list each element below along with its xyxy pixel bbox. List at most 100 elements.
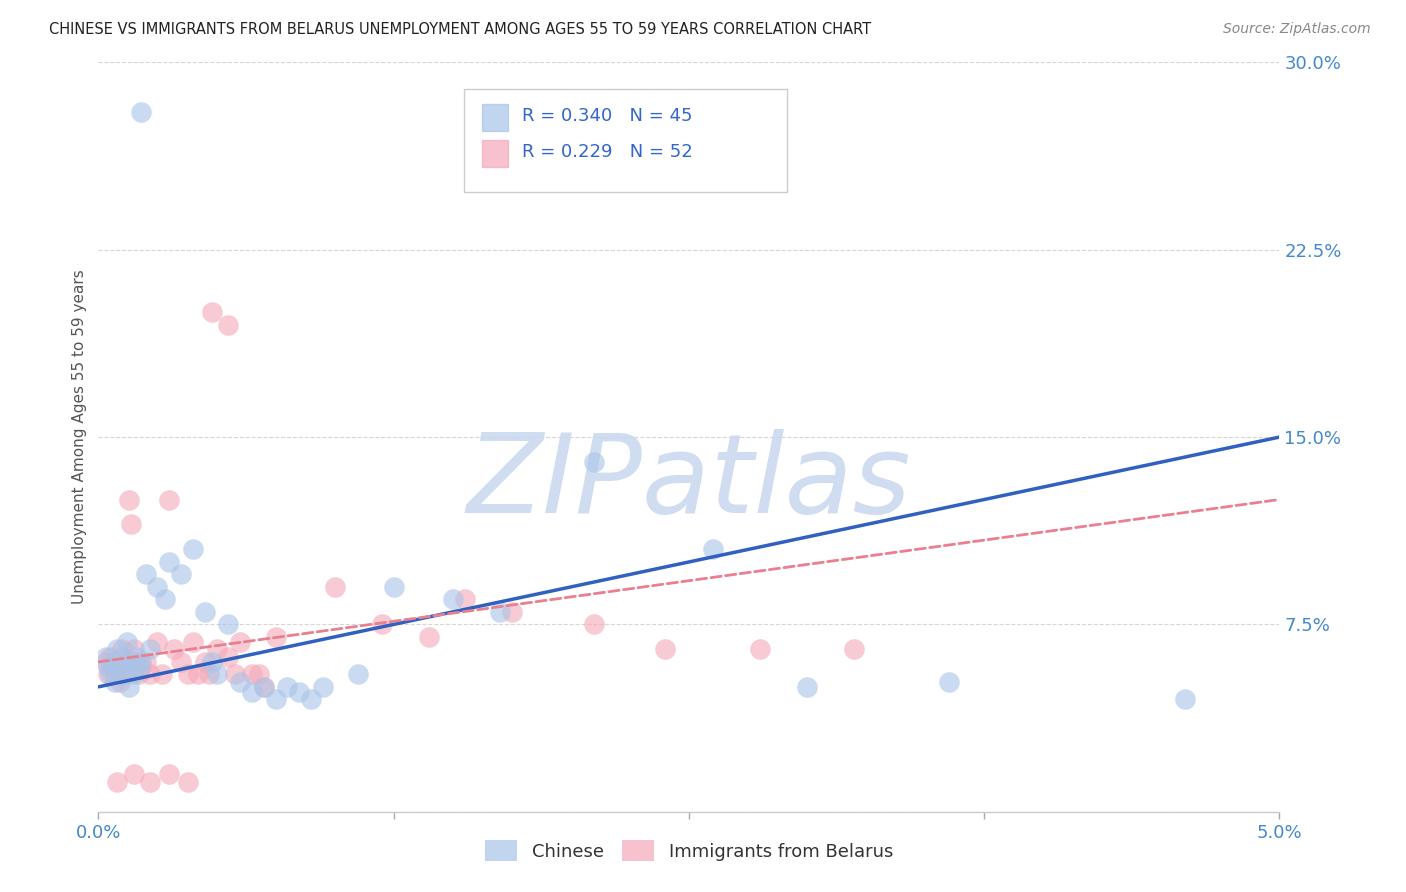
Point	[97, 660, 120, 674]
Point	[111, 649, 134, 664]
Point	[323, 580, 346, 594]
Point	[229, 674, 252, 689]
Point	[276, 680, 298, 694]
Point	[844, 642, 866, 657]
Text: CHINESE VS IMMIGRANTS FROM BELARUS UNEMPLOYMENT AMONG AGES 55 TO 59 YEARS CORREL: CHINESE VS IMMIGRANTS FROM BELARUS UNEMP…	[49, 22, 872, 37]
Point	[217, 649, 239, 664]
Point	[97, 667, 120, 681]
Point	[122, 767, 145, 781]
Point	[108, 674, 131, 689]
Point	[112, 667, 135, 681]
Point	[382, 580, 405, 594]
Point	[146, 580, 169, 594]
Point	[101, 660, 124, 674]
Point	[938, 674, 960, 689]
Point	[129, 660, 152, 674]
Point	[453, 592, 475, 607]
Point	[201, 655, 224, 669]
Point	[94, 655, 117, 669]
Legend: Chinese, Immigrants from Belarus: Chinese, Immigrants from Belarus	[475, 831, 903, 870]
Point	[121, 655, 143, 669]
Point	[253, 680, 276, 694]
Point	[111, 642, 134, 657]
Point	[654, 642, 676, 657]
Point	[170, 567, 193, 582]
Point	[125, 649, 148, 664]
Point	[135, 655, 157, 669]
Point	[299, 692, 322, 706]
Point	[347, 667, 370, 681]
Point	[135, 567, 157, 582]
Point	[125, 655, 148, 669]
Point	[583, 455, 606, 469]
Point	[288, 685, 311, 699]
Point	[115, 635, 138, 649]
Point	[128, 667, 150, 681]
Point	[489, 605, 512, 619]
Text: ZIPatlas: ZIPatlas	[467, 428, 911, 535]
Point	[1174, 692, 1197, 706]
Point	[150, 667, 173, 681]
Point	[121, 517, 143, 532]
Y-axis label: Unemployment Among Ages 55 to 59 years: Unemployment Among Ages 55 to 59 years	[72, 269, 87, 605]
Point	[240, 667, 263, 681]
Point	[224, 667, 246, 681]
Point	[94, 649, 117, 664]
Point	[418, 630, 440, 644]
Point	[247, 667, 270, 681]
Point	[229, 635, 252, 649]
Point	[98, 667, 121, 681]
Point	[139, 667, 162, 681]
Text: R = 0.229   N = 52: R = 0.229 N = 52	[522, 143, 692, 161]
Point	[104, 667, 127, 681]
Point	[157, 492, 180, 507]
Point	[748, 642, 770, 657]
Point	[181, 635, 204, 649]
Point	[105, 655, 128, 669]
Point	[253, 680, 276, 694]
Text: Source: ZipAtlas.com: Source: ZipAtlas.com	[1223, 22, 1371, 37]
Point	[441, 592, 464, 607]
Point	[105, 642, 128, 657]
Point	[157, 555, 180, 569]
Point	[198, 667, 221, 681]
Point	[129, 105, 152, 120]
Point	[194, 605, 217, 619]
Point	[187, 667, 209, 681]
Point	[98, 649, 121, 664]
Point	[702, 542, 724, 557]
Point	[146, 635, 169, 649]
Point	[163, 642, 186, 657]
Point	[105, 774, 128, 789]
Point	[501, 605, 523, 619]
Point	[583, 617, 606, 632]
Point	[170, 655, 193, 669]
Point	[217, 617, 239, 632]
Point	[796, 680, 818, 694]
Point	[115, 667, 138, 681]
Point	[205, 667, 228, 681]
Point	[264, 692, 287, 706]
Point	[177, 667, 200, 681]
Point	[194, 655, 217, 669]
Point	[101, 655, 124, 669]
Point	[139, 774, 162, 789]
Text: R = 0.340   N = 45: R = 0.340 N = 45	[522, 107, 692, 126]
Point	[205, 642, 228, 657]
Point	[122, 642, 145, 657]
Point	[312, 680, 335, 694]
Point	[217, 318, 239, 332]
Point	[128, 660, 150, 674]
Point	[201, 305, 224, 319]
Point	[104, 674, 127, 689]
Point	[177, 774, 200, 789]
Point	[371, 617, 394, 632]
Point	[157, 767, 180, 781]
Point	[264, 630, 287, 644]
Point	[122, 667, 145, 681]
Point	[118, 680, 141, 694]
Point	[108, 660, 131, 674]
Point	[153, 592, 176, 607]
Point	[112, 655, 135, 669]
Point	[240, 685, 263, 699]
